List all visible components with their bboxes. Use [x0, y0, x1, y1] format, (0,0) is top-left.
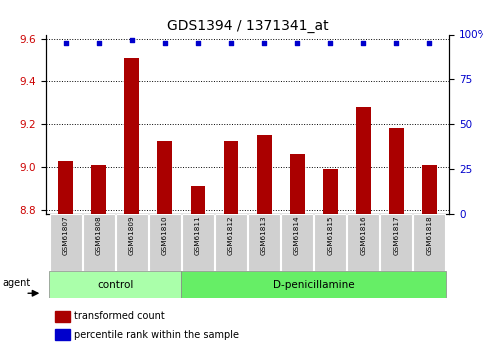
- Bar: [55, 311, 70, 322]
- Text: agent: agent: [2, 278, 30, 288]
- Text: GSM61808: GSM61808: [96, 216, 102, 255]
- Bar: [58, 160, 73, 214]
- Point: [128, 37, 136, 43]
- Bar: [356, 107, 370, 214]
- Text: GSM61807: GSM61807: [63, 216, 69, 255]
- Point: [161, 41, 169, 46]
- Bar: [389, 128, 404, 214]
- Text: transformed count: transformed count: [74, 312, 165, 322]
- Bar: [256, 135, 271, 214]
- Text: GSM61812: GSM61812: [228, 216, 234, 255]
- Text: GSM61817: GSM61817: [393, 216, 399, 255]
- Text: GSM61811: GSM61811: [195, 216, 201, 255]
- FancyBboxPatch shape: [215, 214, 247, 271]
- Text: control: control: [97, 280, 133, 289]
- FancyBboxPatch shape: [413, 214, 445, 271]
- Point: [392, 41, 400, 46]
- Text: GSM61813: GSM61813: [261, 216, 267, 255]
- FancyBboxPatch shape: [149, 214, 181, 271]
- Point: [327, 41, 334, 46]
- FancyBboxPatch shape: [116, 214, 148, 271]
- Bar: [422, 165, 437, 214]
- Point: [293, 41, 301, 46]
- Text: percentile rank within the sample: percentile rank within the sample: [74, 330, 239, 340]
- Point: [426, 41, 433, 46]
- Bar: [190, 186, 205, 214]
- FancyBboxPatch shape: [50, 214, 82, 271]
- Bar: [91, 165, 106, 214]
- FancyBboxPatch shape: [281, 214, 313, 271]
- Bar: [125, 58, 139, 214]
- Point: [62, 41, 70, 46]
- Point: [95, 41, 103, 46]
- Title: GDS1394 / 1371341_at: GDS1394 / 1371341_at: [167, 19, 328, 33]
- Text: GSM61818: GSM61818: [426, 216, 432, 255]
- FancyBboxPatch shape: [347, 214, 379, 271]
- FancyBboxPatch shape: [49, 271, 182, 298]
- Text: D-penicillamine: D-penicillamine: [273, 280, 355, 289]
- FancyBboxPatch shape: [182, 271, 446, 298]
- Point: [359, 41, 367, 46]
- Point: [260, 41, 268, 46]
- Bar: [224, 141, 239, 214]
- Bar: [55, 329, 70, 340]
- Bar: [323, 169, 338, 214]
- Text: GSM61816: GSM61816: [360, 216, 366, 255]
- Point: [227, 41, 235, 46]
- Text: GSM61814: GSM61814: [294, 216, 300, 255]
- FancyBboxPatch shape: [83, 214, 114, 271]
- Bar: [290, 154, 305, 214]
- Text: GSM61810: GSM61810: [162, 216, 168, 255]
- FancyBboxPatch shape: [314, 214, 346, 271]
- FancyBboxPatch shape: [182, 214, 214, 271]
- Text: GSM61815: GSM61815: [327, 216, 333, 255]
- Point: [194, 41, 202, 46]
- Text: GSM61809: GSM61809: [129, 216, 135, 255]
- FancyBboxPatch shape: [381, 214, 412, 271]
- FancyBboxPatch shape: [248, 214, 280, 271]
- Bar: [157, 141, 172, 214]
